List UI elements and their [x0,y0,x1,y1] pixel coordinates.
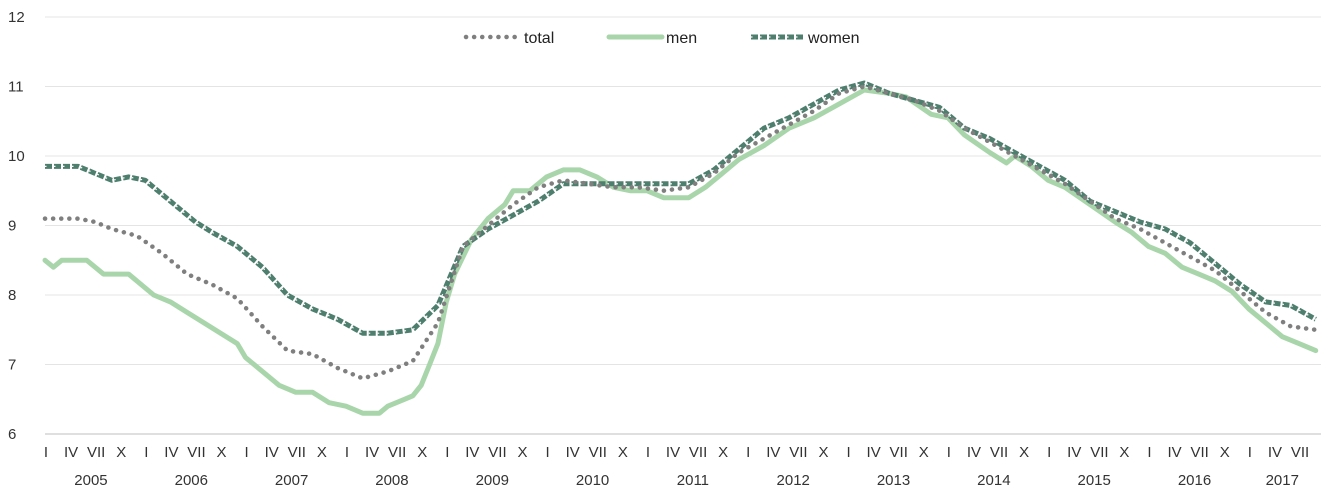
legend-label-women: women [807,30,860,47]
x-tick-label: I [44,444,48,461]
x-tick-label: IV [967,444,981,461]
series-line-total [42,84,1318,381]
x-tick-label: VII [1090,444,1108,461]
x-tick-label: IV [867,444,881,461]
year-label: 2011 [677,472,709,489]
legend-label-total: total [524,30,554,47]
x-tick-label: X [417,444,427,461]
x-tick-label: X [818,444,828,461]
year-label: 2016 [1178,472,1211,489]
x-tick-label: IV [365,444,379,461]
x-tick-label: IV [465,444,479,461]
series-lines [42,80,1319,416]
x-tick-label: IV [766,444,780,461]
x-tick-label: I [947,444,951,461]
x-tick-label: X [317,444,327,461]
x-tick-label: X [116,444,126,461]
year-label: 2009 [476,472,509,489]
y-tick-label: 6 [8,426,16,443]
x-tick-label: VII [87,444,105,461]
year-label: 2010 [576,472,609,489]
year-label: 2017 [1266,472,1299,489]
x-tick-label: X [217,444,227,461]
x-tick-label: VII [789,444,807,461]
legend-label-men: men [666,30,697,47]
x-tick-label: I [1248,444,1252,461]
x-tick-label: IV [1067,444,1081,461]
x-tick-label: VII [488,444,506,461]
x-tick-label: IV [666,444,680,461]
x-tick-label: I [546,444,550,461]
x-tick-label: X [919,444,929,461]
x-tick-label: VII [1191,444,1209,461]
x-tick-label: X [1119,444,1129,461]
x-tick-label: IV [164,444,178,461]
x-tick-label: X [1220,444,1230,461]
y-tick-label: 9 [8,218,16,235]
x-tick-label: I [1047,444,1051,461]
x-tick-label: X [1019,444,1029,461]
x-tick-label: X [518,444,528,461]
y-tick-label: 7 [8,357,16,374]
x-tick-label: I [445,444,449,461]
y-tick-label: 12 [8,9,25,26]
year-label: 2005 [74,472,107,489]
x-tick-label: IV [1268,444,1282,461]
x-tick-label: VII [689,444,707,461]
year-label: 2012 [777,472,810,489]
year-label: 2014 [977,472,1010,489]
x-tick-label: I [245,444,249,461]
x-tick-label: I [646,444,650,461]
x-tick-label: IV [566,444,580,461]
x-tick-label: VII [890,444,908,461]
x-tick-label: VII [589,444,607,461]
year-label: 2013 [877,472,910,489]
x-tick-label: IV [1168,444,1182,461]
x-tick-label: VII [990,444,1008,461]
x-tick-label: VII [1291,444,1309,461]
x-tick-label: I [1147,444,1151,461]
grid-lines [45,16,1321,435]
x-tick-label: VII [388,444,406,461]
x-tick-label: I [746,444,750,461]
y-tick-label: 8 [8,287,16,304]
x-tick-label: VII [288,444,306,461]
year-label: 2007 [275,472,308,489]
series-line-women-accent [45,82,1316,334]
x-tick-label: IV [64,444,78,461]
y-tick-label: 11 [8,79,24,96]
x-tick-label: X [618,444,628,461]
x-tick-label: I [144,444,148,461]
y-tick-label: 10 [8,148,25,165]
x-tick-label: I [345,444,349,461]
year-label: 2008 [375,472,408,489]
x-tick-label: I [846,444,850,461]
legend: total men women [463,30,860,47]
x-tick-label: X [718,444,728,461]
year-label: 2015 [1077,472,1110,489]
x-tick-label: VII [187,444,205,461]
x-tick-label: IV [265,444,279,461]
year-label: 2006 [175,472,208,489]
